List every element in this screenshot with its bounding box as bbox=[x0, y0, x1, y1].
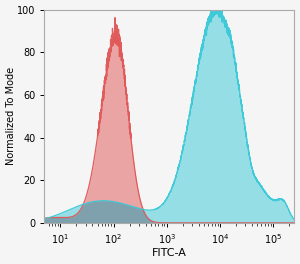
Y-axis label: Normalized To Mode: Normalized To Mode bbox=[6, 67, 16, 165]
X-axis label: FITC-A: FITC-A bbox=[152, 248, 187, 258]
